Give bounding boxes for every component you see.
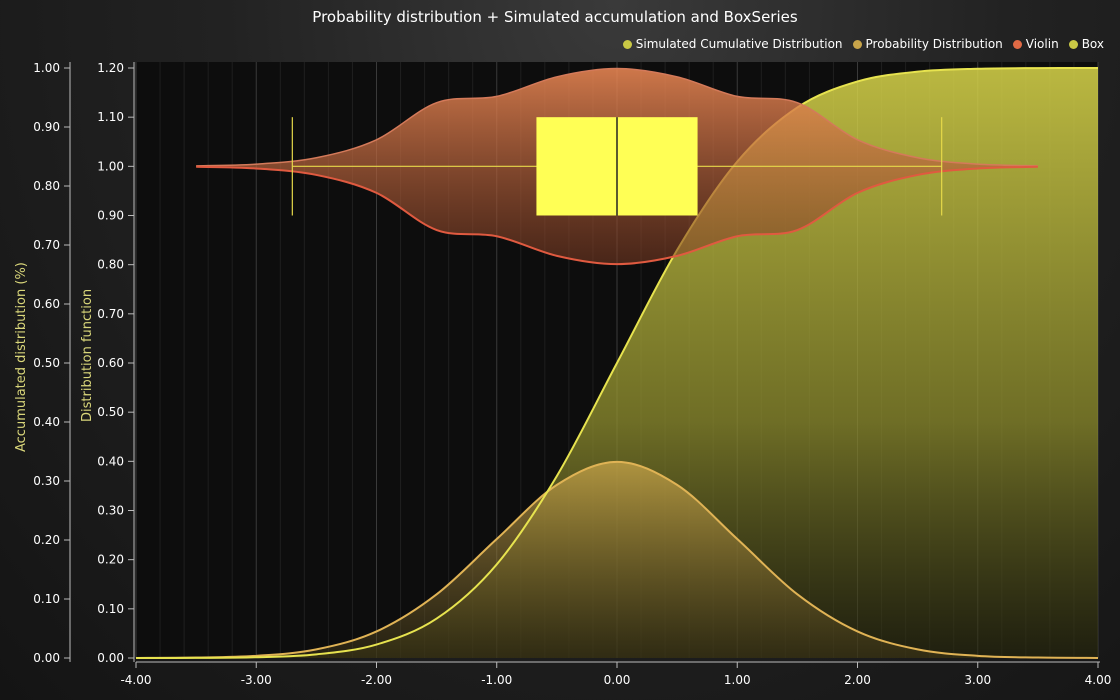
y-dist-tick-label: 0.40 — [97, 454, 124, 468]
legend-label: Violin — [1025, 37, 1059, 51]
x-tick-label: 3.00 — [964, 673, 991, 687]
y-left-tick-label: 1.00 — [33, 61, 60, 75]
legend-label: Probability Distribution — [865, 37, 1003, 51]
x-tick-label: -1.00 — [481, 673, 512, 687]
y-left-tick-label: 0.60 — [33, 297, 60, 311]
legend-item[interactable]: Simulated Cumulative Distribution — [622, 37, 843, 51]
pdf-area — [136, 461, 1098, 658]
legend-dot-icon — [1068, 39, 1078, 49]
y-dist-tick-label: 1.20 — [97, 61, 124, 75]
y-left-tick-label: 0.80 — [33, 179, 60, 193]
violin-outline-bottom — [196, 165, 1038, 266]
x-tick-label: -3.00 — [241, 673, 272, 687]
y-left-tick-label: 0.00 — [33, 651, 60, 665]
y-dist-tick-label: 0.20 — [97, 553, 124, 567]
legend-label: Box — [1081, 37, 1104, 51]
x-tick-label: -4.00 — [120, 673, 151, 687]
x-tick-label: 4.00 — [1085, 673, 1112, 687]
y-dist-tick-label: 1.00 — [97, 159, 124, 173]
legend-dot-icon — [1012, 39, 1022, 49]
y-left-tick-label: 0.40 — [33, 415, 60, 429]
y-left-tick-label: 0.50 — [33, 356, 60, 370]
legend: Simulated Cumulative Distribution Probabi… — [622, 37, 1104, 51]
y-dist-tick-label: 0.10 — [97, 602, 124, 616]
x-tick-label: 1.00 — [724, 673, 751, 687]
y-dist-tick-label: 0.50 — [97, 405, 124, 419]
y-left-tick-label: 0.20 — [33, 533, 60, 547]
legend-label: Simulated Cumulative Distribution — [635, 37, 843, 51]
y-dist-tick-label: 0.70 — [97, 307, 124, 321]
y-dist-tick-label: 0.80 — [97, 258, 124, 272]
cdf-line — [135, 67, 1099, 659]
x-tick-label: -2.00 — [361, 673, 392, 687]
legend-dot-icon — [622, 39, 632, 49]
y-left-tick-label: 0.10 — [33, 592, 60, 606]
legend-dot-icon — [852, 39, 862, 49]
y-left-tick-label: 0.30 — [33, 474, 60, 488]
y-dist-tick-label: 0.30 — [97, 504, 124, 518]
legend-item[interactable]: Box — [1068, 37, 1104, 51]
y-dist-tick-label: 0.00 — [97, 651, 124, 665]
y-dist-tick-label: 0.60 — [97, 356, 124, 370]
legend-item[interactable]: Probability Distribution — [852, 37, 1003, 51]
y-left-tick-label: 0.90 — [33, 120, 60, 134]
pdf-line — [135, 460, 1099, 659]
chart-title: Probability distribution + Simulated acc… — [312, 8, 798, 26]
y-dist-tick-label: 0.90 — [97, 209, 124, 223]
x-tick-label: 2.00 — [844, 673, 871, 687]
legend-item[interactable]: Violin — [1012, 37, 1059, 51]
x-tick-label: 0.00 — [604, 673, 631, 687]
violin-outline-top — [196, 67, 1038, 167]
y-dist-tick-label: 1.10 — [97, 110, 124, 124]
y-left-tick-label: 0.70 — [33, 238, 60, 252]
